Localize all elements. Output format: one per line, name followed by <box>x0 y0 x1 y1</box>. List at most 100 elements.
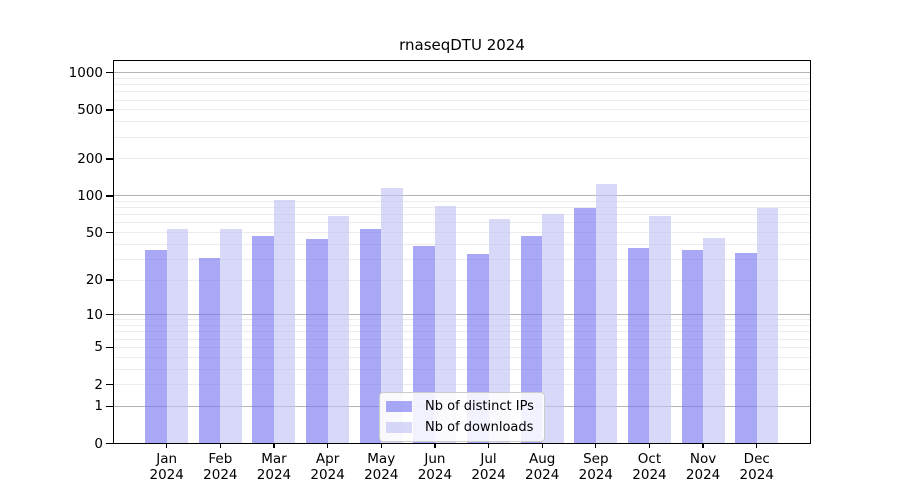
legend-swatch-downloads <box>386 422 412 433</box>
x-tick-label-year: 2024 <box>524 467 560 483</box>
y-tick-label: 2 <box>94 376 103 393</box>
x-tick <box>595 443 597 448</box>
x-tick-label-year: 2024 <box>471 467 506 483</box>
gridline-minor <box>113 121 811 123</box>
y-tick-label: 1000 <box>68 64 103 81</box>
gridline-minor <box>113 325 811 327</box>
x-tick-label-year: 2024 <box>417 467 453 483</box>
x-tick-label: May 2024 <box>341 451 421 483</box>
x-tick <box>702 443 704 448</box>
bar-distinct-ips <box>574 207 596 444</box>
bar-downloads <box>488 218 511 444</box>
bar-downloads <box>703 238 725 444</box>
x-tick-label-year: 2024 <box>685 467 721 483</box>
y-tick-label: 500 <box>77 101 103 118</box>
gridline-minor <box>113 207 811 209</box>
x-tick-label: Sep 2024 <box>556 451 636 483</box>
x-tick-label-month: Dec <box>743 451 770 467</box>
x-tick-label-year: 2024 <box>203 467 238 483</box>
x-tick-label-month: Mar <box>261 451 287 467</box>
x-tick-label-month: Sep <box>583 451 609 467</box>
bar-distinct-ips <box>198 257 221 444</box>
y-tick-label: 50 <box>85 224 103 241</box>
x-tick-label-month: Apr <box>315 451 340 467</box>
bar-distinct-ips <box>145 249 167 444</box>
y-tick <box>106 279 113 281</box>
y-tick <box>106 158 113 160</box>
gridline-minor <box>113 356 811 358</box>
x-tick <box>380 443 382 448</box>
x-tick-label-year: 2024 <box>578 467 613 483</box>
gridline-minor <box>113 200 811 202</box>
bar-distinct-ips <box>520 235 543 444</box>
gridline-minor <box>113 232 811 234</box>
x-tick-label-month: May <box>367 451 396 467</box>
x-tick-label-month: Jan <box>156 451 178 467</box>
y-tick-label: 10 <box>85 306 103 323</box>
y-tick-label: 1 <box>94 398 103 415</box>
legend-row-distinct-ips: Nb of distinct IPs <box>386 398 534 415</box>
bar-distinct-ips <box>627 248 650 444</box>
x-tick-label: Nov 2024 <box>663 451 743 483</box>
x-tick-label: Mar 2024 <box>234 451 314 483</box>
x-tick-label: Aug 2024 <box>502 451 582 483</box>
x-tick-label-month: Feb <box>208 451 233 467</box>
bar-downloads <box>434 205 457 444</box>
y-tick <box>106 231 113 234</box>
gridline-minor <box>113 158 811 160</box>
y-tick-label: 100 <box>77 187 103 204</box>
gridline-minor <box>113 77 811 79</box>
y-tick-label: 5 <box>94 339 103 356</box>
bar-downloads <box>595 184 618 444</box>
gridline-minor <box>113 279 811 281</box>
y-tick-label: 20 <box>85 272 103 289</box>
x-tick <box>648 443 651 448</box>
legend-label-downloads: Nb of downloads <box>425 420 534 435</box>
bar-downloads <box>273 200 296 444</box>
bar-distinct-ips <box>359 229 382 444</box>
x-tick <box>487 443 490 448</box>
x-tick-label-month: Jul <box>480 451 497 467</box>
legend-row-downloads: Nb of downloads <box>386 419 534 436</box>
bar-distinct-ips <box>306 239 328 444</box>
gridline-minor <box>113 99 811 101</box>
y-tick <box>106 195 113 197</box>
gridline-minor <box>113 243 811 245</box>
y-tick <box>106 383 113 386</box>
y-tick <box>106 405 113 407</box>
y-tick-label: 200 <box>77 150 103 167</box>
x-tick-label: Apr 2024 <box>288 451 368 483</box>
legend-label-distinct-ips: Nb of distinct IPs <box>425 399 534 414</box>
x-tick <box>756 443 758 448</box>
gridline-minor <box>113 84 811 86</box>
gridline-minor <box>113 368 811 370</box>
bar-distinct-ips <box>735 252 757 444</box>
gridline-minor <box>113 319 811 321</box>
gridline-minor <box>113 136 811 138</box>
x-tick-label-month: Jun <box>424 451 446 467</box>
x-tick <box>434 443 436 448</box>
y-tick <box>106 346 113 348</box>
y-tick-label: 0 <box>94 435 103 452</box>
x-tick-label: Oct 2024 <box>609 451 689 483</box>
gridline-minor <box>113 338 811 340</box>
x-tick-label-month: Nov <box>689 451 717 467</box>
x-tick <box>219 443 221 448</box>
y-tick <box>106 109 113 111</box>
legend: Nb of distinct IPs Nb of downloads <box>379 392 545 442</box>
x-tick-label-year: 2024 <box>739 467 774 483</box>
gridline-minor <box>113 331 811 333</box>
gridline-major <box>113 195 811 197</box>
gridline-minor <box>113 222 811 224</box>
bar-downloads <box>649 216 671 444</box>
x-tick-label-year: 2024 <box>310 467 345 483</box>
bar-downloads <box>327 215 350 444</box>
bar-downloads <box>166 229 189 444</box>
x-tick <box>273 443 275 448</box>
x-tick-label-month: Oct <box>637 451 662 467</box>
x-tick-label: Jul 2024 <box>449 451 529 483</box>
x-tick <box>541 443 543 448</box>
x-tick-label: Jan 2024 <box>127 451 207 483</box>
gridline-major <box>113 314 811 316</box>
x-tick-label: Jun 2024 <box>395 451 475 483</box>
